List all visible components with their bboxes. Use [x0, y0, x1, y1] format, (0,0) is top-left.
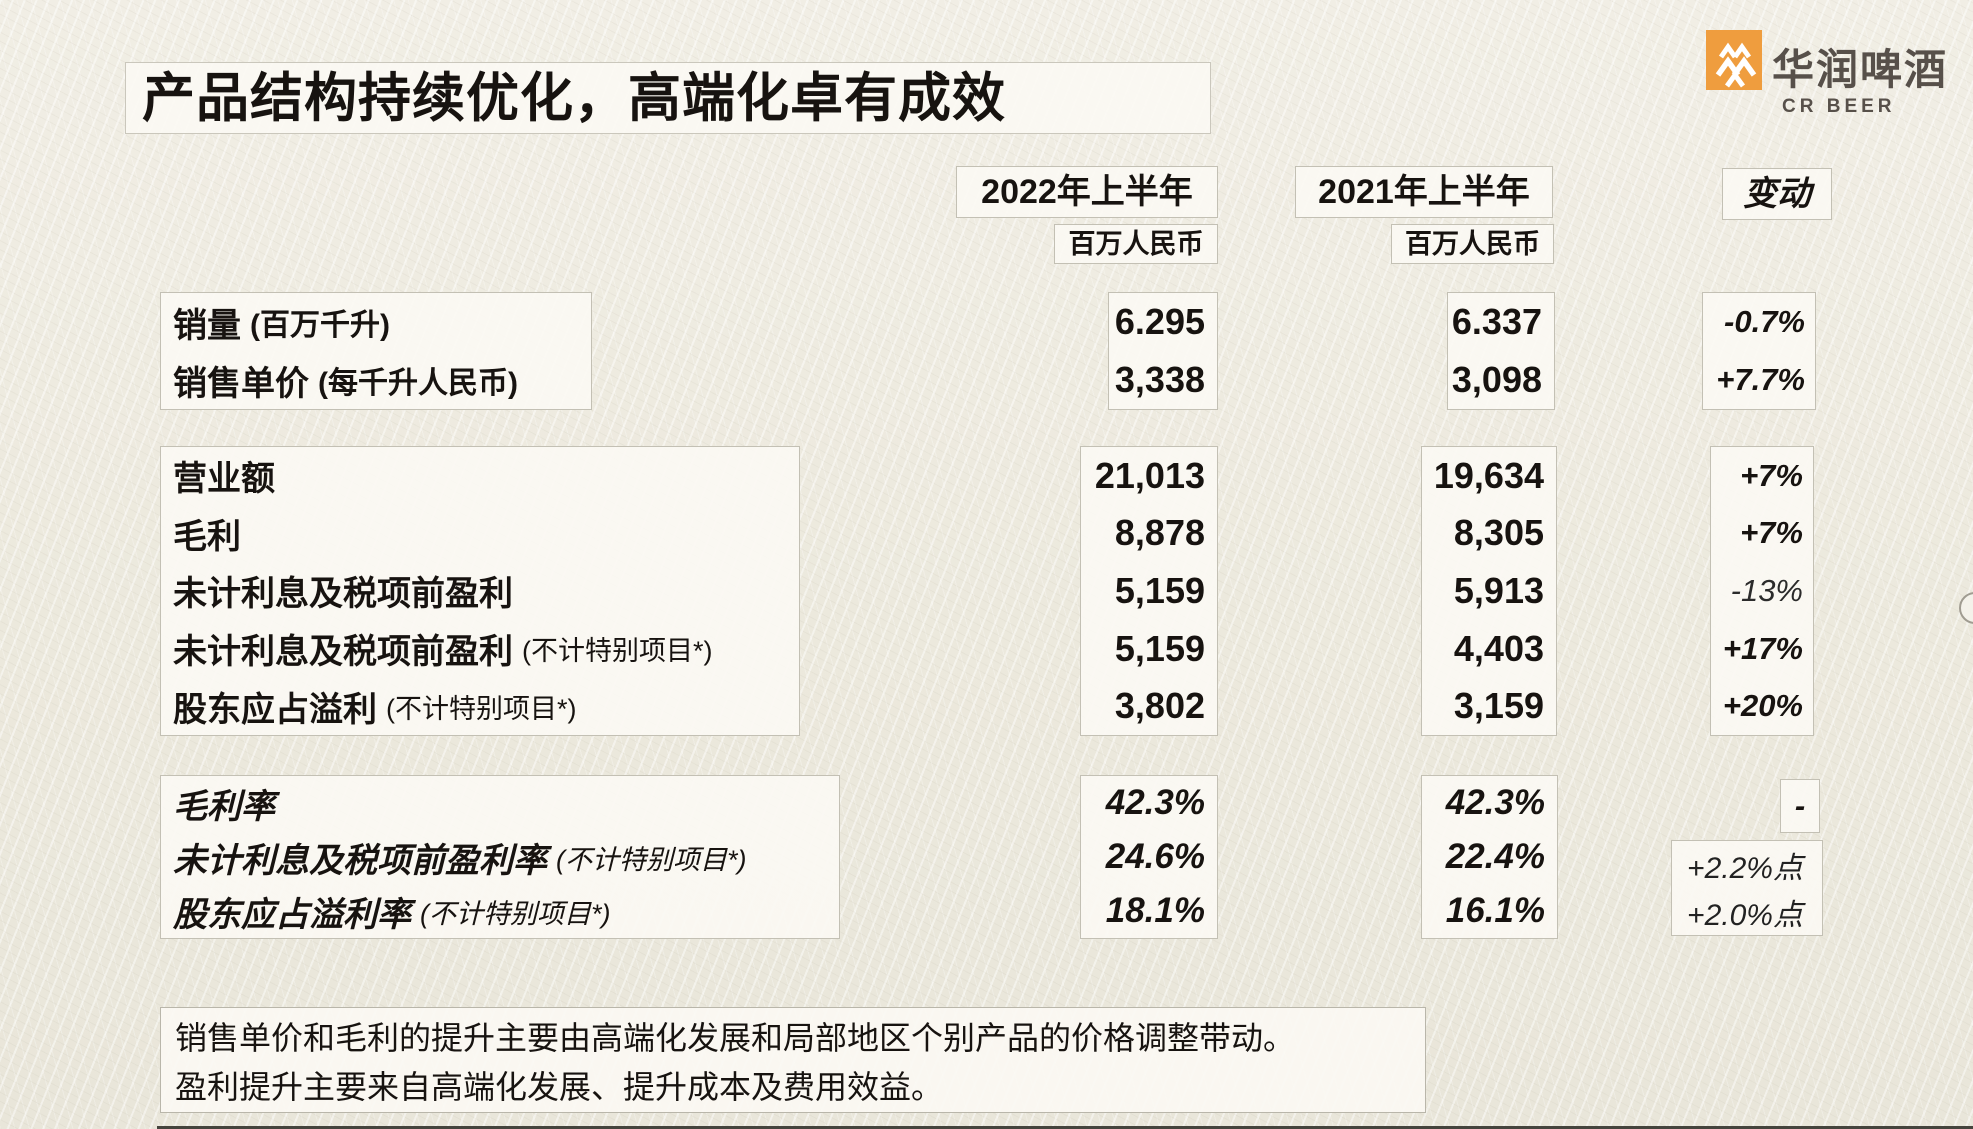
- logo-name-en: CR BEER: [1782, 96, 1896, 117]
- row-label: 销售单价 (每千升人民币): [173, 364, 518, 403]
- column-header-2022: 2022年上半年: [956, 166, 1218, 218]
- row-label: 销量 (百万千升): [173, 306, 390, 345]
- cr-beer-logo-mark-icon: [1706, 30, 1762, 90]
- row-change: -13%: [1730, 572, 1803, 608]
- row-value: 3,098: [1451, 359, 1542, 400]
- row-value: 3,802: [1114, 685, 1205, 727]
- group1-change-box: -0.7% +7.7%: [1702, 292, 1816, 410]
- group3-change-dash-box: -: [1780, 779, 1820, 833]
- row-value: 8,305: [1453, 512, 1544, 554]
- row-value: 5,159: [1114, 569, 1205, 611]
- row-change: -0.7%: [1724, 304, 1805, 339]
- footnote-line-2: 盈利提升主要来自高端化发展、提升成本及费用效益。: [175, 1069, 944, 1105]
- row-change: +7%: [1740, 515, 1803, 551]
- row-value: 42.3%: [1445, 783, 1545, 822]
- row-change: +17%: [1722, 630, 1803, 666]
- footnote-box: 销售单价和毛利的提升主要由高端化发展和局部地区个别产品的价格调整带动。 盈利提升…: [160, 1007, 1426, 1113]
- row-value: 5,159: [1114, 627, 1205, 669]
- group3-change-box: +2.2%点 +2.0%点: [1671, 840, 1823, 936]
- row-value: 3,338: [1114, 359, 1205, 400]
- group3-values-2021: 42.3% 22.4% 16.1%: [1421, 775, 1558, 939]
- row-value: 21,013: [1094, 454, 1205, 496]
- row-change: +20%: [1722, 688, 1803, 724]
- column-header-change: 变动: [1722, 168, 1832, 220]
- group2-change-box: +7% +7% -13% +17% +20%: [1710, 446, 1814, 736]
- row-value: 8,878: [1114, 512, 1205, 554]
- row-value: 42.3%: [1105, 783, 1205, 822]
- row-change: -: [1794, 788, 1806, 823]
- group1-label-box: 销量 (百万千升) 销售单价 (每千升人民币): [160, 292, 592, 410]
- row-value: 16.1%: [1445, 891, 1545, 930]
- row-value: 19,634: [1433, 454, 1544, 496]
- unit-label-2021: 百万人民币: [1391, 224, 1554, 264]
- row-label: 毛利率: [173, 787, 275, 826]
- title-box: 产品结构持续优化，高端化卓有成效: [125, 62, 1211, 134]
- row-value: 22.4%: [1445, 837, 1545, 876]
- footnote-line-1: 销售单价和毛利的提升主要由高端化发展和局部地区个别产品的价格调整带动。: [175, 1020, 1296, 1056]
- group1-values-2021: 6.337 3,098: [1447, 292, 1555, 410]
- page-title: 产品结构持续优化，高端化卓有成效: [142, 69, 1006, 128]
- row-value: 6.295: [1114, 301, 1205, 342]
- row-change: +7%: [1740, 457, 1803, 493]
- row-change: +2.0%点: [1687, 898, 1803, 932]
- row-label: 股东应占溢利 (不计特别项目*): [173, 690, 577, 729]
- row-value: 5,913: [1453, 569, 1544, 611]
- row-value: 6.337: [1451, 301, 1542, 342]
- logo-name-cn: 华润啤酒: [1772, 46, 1949, 93]
- row-label: 营业额: [173, 460, 275, 499]
- group3-values-2022: 42.3% 24.6% 18.1%: [1080, 775, 1218, 939]
- row-label: 未计利息及税项前盈利: [173, 575, 513, 614]
- row-value: 3,159: [1453, 685, 1544, 727]
- edge-circle-decoration: [1959, 592, 1973, 624]
- group2-label-box: 营业额 毛利 未计利息及税项前盈利 未计利息及税项前盈利 (不计特别项目*) 股…: [160, 446, 800, 736]
- row-change: +2.2%点: [1687, 851, 1803, 885]
- footer-bar: [157, 1126, 1973, 1129]
- row-label: 毛利: [173, 517, 241, 556]
- row-value: 18.1%: [1105, 891, 1205, 930]
- cr-beer-logo: 华润啤酒 CR BEER: [1706, 30, 1956, 120]
- row-label: 股东应占溢利率 (不计特别项目*): [173, 895, 611, 934]
- column-header-2021: 2021年上半年: [1295, 166, 1553, 218]
- row-label: 未计利息及税项前盈利 (不计特别项目*): [173, 633, 713, 672]
- group2-values-2021: 19,634 8,305 5,913 4,403 3,159: [1421, 446, 1557, 736]
- row-value: 4,403: [1453, 627, 1544, 669]
- unit-label-2022: 百万人民币: [1054, 224, 1218, 264]
- row-change: +7.7%: [1716, 362, 1805, 397]
- group2-values-2022: 21,013 8,878 5,159 5,159 3,802: [1080, 446, 1218, 736]
- row-label: 未计利息及税项前盈利率 (不计特别项目*): [173, 841, 747, 880]
- row-value: 24.6%: [1105, 837, 1205, 876]
- group3-label-box: 毛利率 未计利息及税项前盈利率 (不计特别项目*) 股东应占溢利率 (不计特别项…: [160, 775, 840, 939]
- group1-values-2022: 6.295 3,338: [1108, 292, 1218, 410]
